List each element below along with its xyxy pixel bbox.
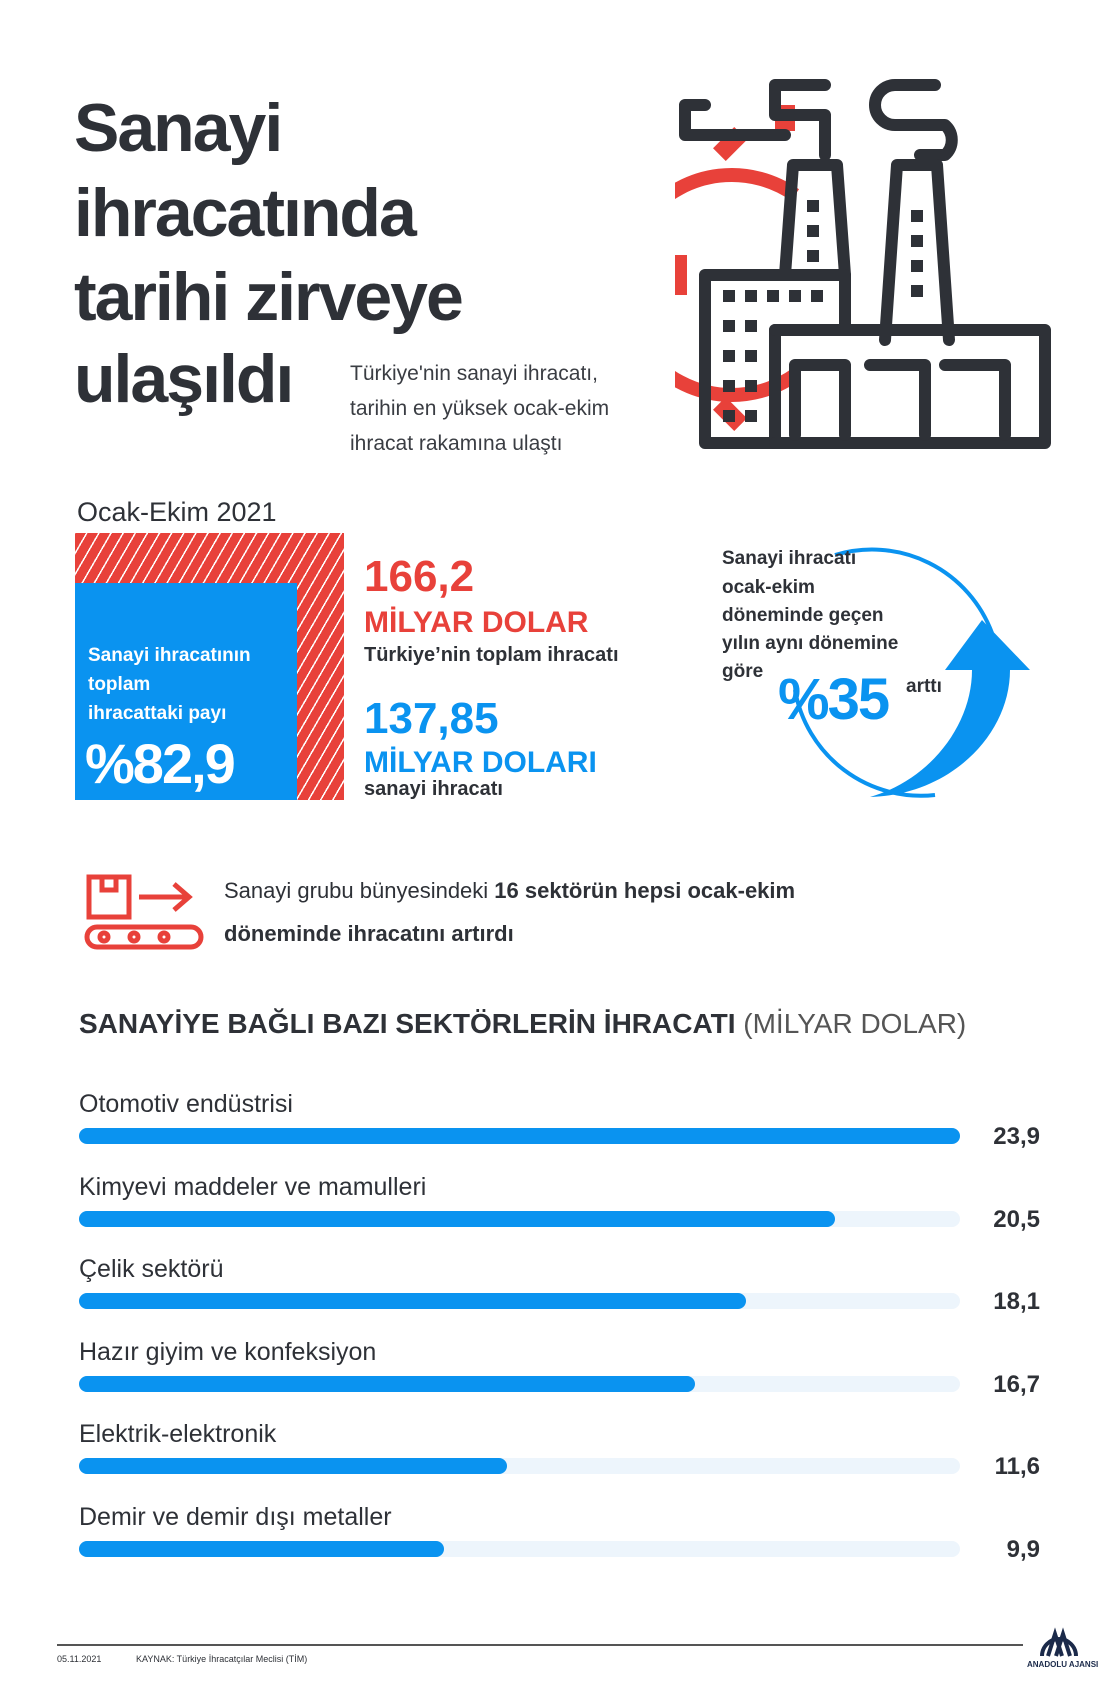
- bar: [79, 1210, 835, 1227]
- growth-text: Sanayi ihracatı: [722, 548, 857, 569]
- growth-text: yılın aynı dönemine: [722, 633, 899, 654]
- bar: [79, 1128, 960, 1144]
- bar-track: [79, 1540, 960, 1557]
- chart-unit: (MİLYAR DOLAR): [743, 1008, 967, 1039]
- bar-track: [79, 1375, 960, 1392]
- period-label: Ocak-Ekim 2021: [77, 497, 277, 527]
- bar-value: 23,9: [993, 1123, 1040, 1150]
- bar: [79, 1540, 444, 1557]
- bar-label: Çelik sektörü: [79, 1255, 224, 1283]
- title-line: ihracatında: [74, 175, 417, 251]
- growth-value: %35: [778, 667, 890, 732]
- bar-label: Otomotiv endüstrisi: [79, 1090, 293, 1118]
- bar-label: Demir ve demir dışı metaller: [79, 1502, 392, 1531]
- bar-label: Elektrik-elektronik: [79, 1420, 277, 1448]
- subtitle-line: tarihin en yüksek ocak-ekim: [350, 397, 610, 420]
- title-line: ulaşıldı: [74, 341, 294, 417]
- bar: [79, 1375, 695, 1392]
- conveyor-box-icon: [84, 874, 204, 950]
- bar-value: 18,1: [993, 1288, 1040, 1315]
- growth-text: göre: [722, 661, 764, 682]
- bar-track: [79, 1458, 960, 1474]
- total-unit: MİLYAR DOLAR: [364, 606, 589, 639]
- note-line-2: döneminde ihracatını artırdı: [224, 921, 514, 946]
- footer-source: KAYNAK: Türkiye İhracatçılar Meclisi (Tİ…: [136, 1654, 308, 1664]
- subtitle-line: ihracat rakamına ulaştı: [350, 432, 563, 455]
- chart-title: SANAYİYE BAĞLI BAZI SEKTÖRLERİN İHRACATI…: [79, 1008, 966, 1040]
- growth-arrow-icon: [793, 547, 1030, 798]
- growth-text: döneminde geçen: [722, 605, 884, 626]
- share-value: %82,9: [85, 732, 236, 795]
- bar: [79, 1458, 507, 1474]
- title-line: tarihi zirveye: [74, 259, 464, 335]
- industry-unit: MİLYAR DOLARI: [364, 746, 597, 779]
- bar-track: [79, 1128, 960, 1144]
- bar-label: Hazır giyim ve konfeksiyon: [79, 1337, 377, 1366]
- bar: [79, 1293, 747, 1309]
- industry-value: 137,85: [364, 694, 499, 743]
- share-label: ihracattaki payı: [88, 703, 227, 724]
- bar-value: 16,7: [993, 1370, 1040, 1398]
- bar-track: [79, 1293, 960, 1309]
- bar-value: 11,6: [994, 1453, 1040, 1480]
- footer-divider: [57, 1644, 1023, 1646]
- factory-icon: [675, 79, 1051, 449]
- note-bold: 16 sektörün hepsi ocak-ekim: [494, 878, 796, 903]
- share-label: Sanayi ihracatının: [88, 645, 251, 666]
- note-line-1: Sanayi grubu bünyesindeki 16 sektörün he…: [224, 878, 795, 904]
- bar-value: 9,9: [1006, 1535, 1040, 1563]
- share-box: Sanayi ihracatının toplam ihracattaki pa…: [75, 583, 297, 800]
- bar-label: Kimyevi maddeler ve mamulleri: [79, 1172, 427, 1201]
- industry-label: sanayi ihracatı: [364, 778, 503, 800]
- total-label: Türkiye’nin toplam ihracatı: [364, 644, 619, 666]
- chart-title-text: SANAYİYE BAĞLI BAZI SEKTÖRLERİN İHRACATI: [79, 1008, 736, 1039]
- share-label: toplam: [88, 674, 151, 695]
- growth-text: ocak-ekim: [722, 577, 815, 598]
- note-prefix: Sanayi grubu bünyesindeki: [224, 878, 495, 903]
- growth-suffix: arttı: [906, 676, 942, 697]
- bar-track: [79, 1210, 960, 1227]
- logo-text: ANADOLU AJANSI: [1027, 1660, 1099, 1669]
- bar-value: 20,5: [993, 1205, 1040, 1233]
- aa-logo-icon: [1040, 1627, 1078, 1657]
- title-line: Sanayi: [74, 90, 283, 166]
- total-value: 166,2: [364, 552, 475, 601]
- subtitle-line: Türkiye'nin sanayi ihracatı,: [350, 362, 598, 385]
- footer-date: 05.11.2021: [57, 1654, 102, 1664]
